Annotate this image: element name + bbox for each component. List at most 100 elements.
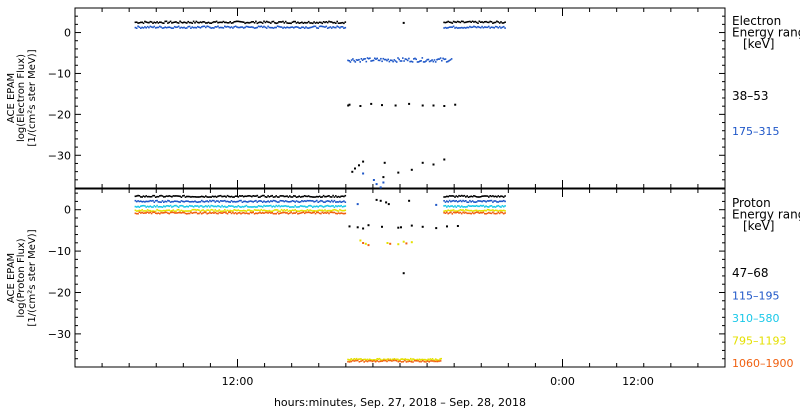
y-tick-label: −10 [48, 245, 71, 258]
data-point [333, 208, 336, 211]
data-point [479, 211, 482, 214]
data-point [293, 20, 295, 23]
data-point [411, 61, 414, 63]
data-point [188, 195, 191, 198]
data-point [368, 360, 370, 362]
data-point [310, 22, 313, 24]
data-point [279, 205, 282, 208]
data-point [263, 209, 265, 211]
data-point [486, 200, 489, 202]
data-point [186, 195, 188, 198]
data-point [173, 212, 176, 214]
data-point [485, 213, 487, 215]
data-point [267, 210, 269, 212]
data-point [236, 200, 238, 203]
data-point [241, 26, 244, 28]
data-point [238, 20, 241, 23]
data-point [477, 210, 479, 212]
data-point [180, 204, 183, 207]
data-point [228, 211, 230, 214]
data-point [475, 201, 478, 203]
data-point [318, 25, 321, 28]
data-point [317, 27, 319, 29]
data-point [478, 20, 481, 23]
data-point [433, 59, 436, 61]
data-point [404, 359, 406, 362]
data-point [290, 210, 292, 212]
data-point [240, 195, 242, 197]
data-point [471, 205, 474, 207]
data-point [421, 358, 424, 361]
data-point [274, 206, 276, 208]
data-point [257, 196, 260, 198]
data-point [242, 27, 245, 29]
data-point [207, 196, 210, 198]
data-point [394, 104, 397, 107]
data-point [169, 204, 172, 207]
data-point [482, 26, 485, 29]
data-point [232, 210, 234, 212]
data-point [163, 201, 165, 203]
data-point [469, 209, 471, 212]
data-point [218, 21, 221, 24]
data-point [264, 209, 267, 212]
data-point [191, 212, 194, 214]
data-point [452, 20, 455, 23]
data-point [466, 201, 468, 203]
data-point [146, 25, 149, 28]
data-point [217, 21, 219, 24]
data-point [160, 21, 162, 24]
data-point [233, 212, 235, 215]
data-point [302, 200, 305, 203]
data-point [149, 211, 152, 214]
data-point [428, 359, 430, 361]
data-point [497, 27, 500, 29]
data-point [340, 212, 342, 214]
data-point [278, 201, 280, 203]
data-point [454, 210, 456, 212]
data-point [454, 196, 456, 198]
data-point [219, 210, 222, 212]
data-point [205, 26, 207, 29]
data-point [244, 205, 246, 208]
data-point [259, 25, 261, 28]
data-point [198, 212, 200, 215]
data-point [253, 195, 256, 197]
data-point [475, 26, 478, 29]
data-point [336, 196, 338, 198]
data-point [144, 212, 146, 214]
data-point [466, 26, 468, 29]
data-point [299, 196, 302, 198]
data-point [145, 195, 147, 197]
data-point [275, 209, 277, 211]
data-point [190, 201, 192, 203]
data-point [233, 21, 235, 23]
data-point [402, 57, 404, 59]
data-point [303, 212, 306, 215]
data-point [253, 213, 256, 215]
data-point [242, 200, 245, 203]
data-point [467, 204, 470, 207]
data-point [150, 21, 153, 23]
data-point [438, 359, 440, 362]
data-point [474, 205, 477, 207]
data-point [446, 27, 448, 29]
data-point [234, 201, 237, 203]
data-point [456, 210, 459, 212]
data-point [179, 20, 181, 23]
data-point [407, 360, 409, 363]
data-point [340, 195, 342, 198]
data-point [291, 200, 294, 202]
data-point [459, 211, 462, 214]
data-point [341, 209, 344, 212]
legend-entry: 47–68 [732, 266, 769, 280]
data-point [470, 195, 472, 198]
data-point [160, 194, 162, 197]
data-point [240, 212, 242, 215]
data-point [326, 21, 329, 24]
data-point [137, 205, 139, 208]
data-point [366, 57, 369, 59]
data-point [135, 212, 138, 215]
data-point [152, 211, 154, 214]
y-tick-label: −20 [48, 286, 71, 299]
